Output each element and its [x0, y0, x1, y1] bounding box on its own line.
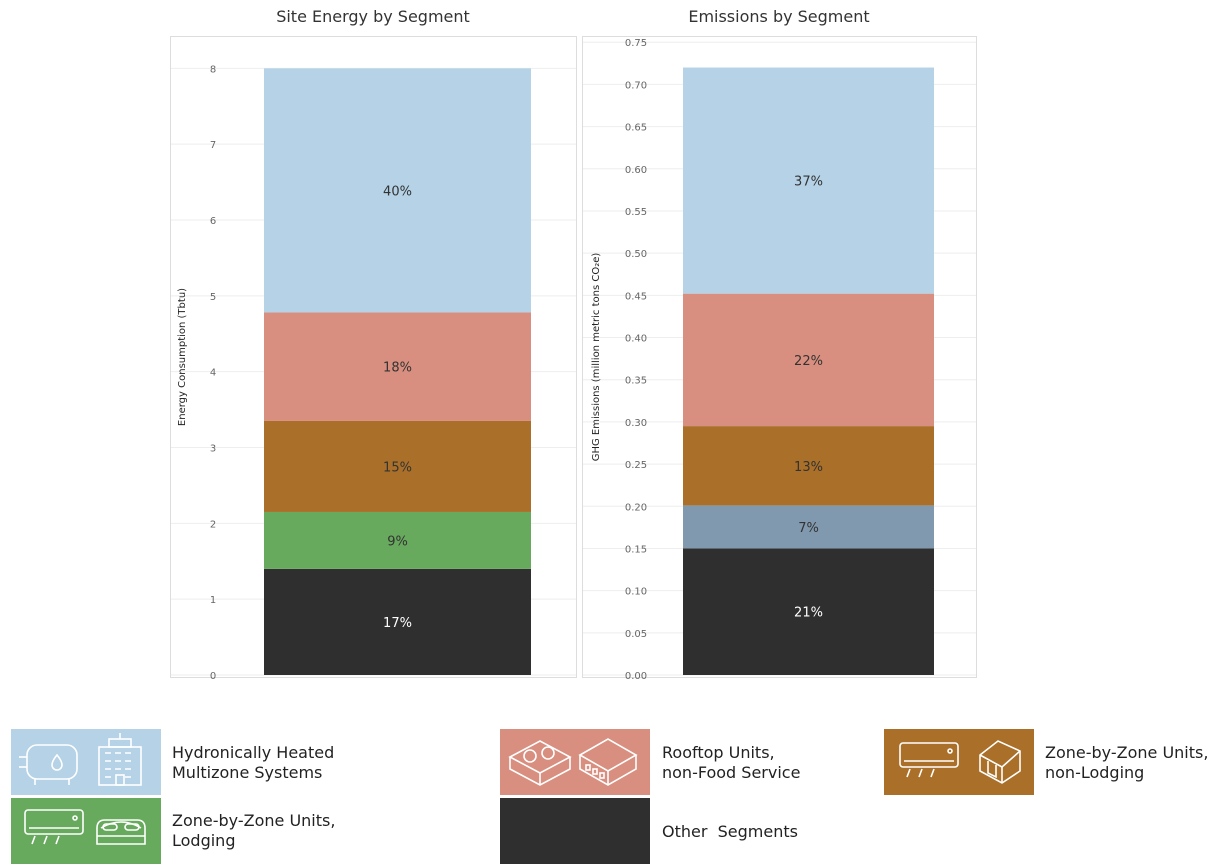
bar-segment-zone-nonlodging [683, 426, 934, 506]
bar-segment-hydronic [683, 67, 934, 294]
y-tick-label: 0 [210, 671, 216, 682]
segment-percent-label: 18% [383, 361, 412, 376]
y-tick-label: 0.40 [625, 334, 647, 345]
segment-percent-label: 15% [383, 460, 412, 475]
rooftop-box-icon [578, 738, 638, 786]
segment-percent-label: 13% [794, 460, 823, 475]
y-tick-label: 7 [210, 140, 216, 151]
y-tick-label: 0.00 [625, 671, 647, 682]
legend-swatch-zone-lodging [11, 798, 161, 864]
legend-label-other: Other Segments [662, 822, 798, 841]
y-axis-label: GHG Emissions (million metric tons CO₂e) [591, 253, 602, 462]
y-tick-label: 0.15 [625, 544, 647, 555]
emissions-chart-title: Emissions by Segment [688, 7, 870, 26]
legend-label-zone-nonlodging: Zone-by-Zone Units, non-Lodging [1045, 743, 1209, 782]
wall-ac-icon [899, 742, 959, 778]
y-tick-label: 6 [210, 216, 216, 227]
legend-swatch-other [500, 798, 650, 864]
y-tick-label: 0.10 [625, 587, 647, 598]
y-tick-label: 0.05 [625, 629, 647, 640]
segment-percent-label: 22% [794, 354, 823, 369]
y-tick-label: 0.25 [625, 460, 647, 471]
legend-label-zone-lodging: Zone-by-Zone Units, Lodging [172, 811, 336, 850]
y-tick-label: 3 [210, 444, 216, 455]
house-icon [979, 740, 1021, 784]
y-tick-label: 0.70 [625, 80, 647, 91]
y-tick-label: 0.75 [625, 38, 647, 49]
y-tick-label: 0.45 [625, 291, 647, 302]
building-icon [98, 733, 142, 786]
bed-icon [96, 819, 146, 845]
y-tick-label: 2 [210, 519, 216, 530]
bar-segment-other [683, 548, 934, 675]
energy-chart-title: Site Energy by Segment [276, 7, 470, 26]
chart-panel-border [170, 36, 577, 678]
bar-segment-hydronic [264, 68, 531, 313]
legend-swatch-zone-nonlodging [884, 729, 1034, 795]
bar-segment-rooftop [683, 293, 934, 427]
y-tick-label: 0.65 [625, 123, 647, 134]
legend-swatch-rooftop [500, 729, 650, 795]
chart-panel-border [582, 36, 977, 678]
y-tick-label: 0.30 [625, 418, 647, 429]
legend-swatch-hydronic [11, 729, 161, 795]
segment-percent-label: 7% [798, 521, 819, 536]
bar-segment-gray-blue [683, 505, 934, 549]
y-tick-label: 4 [210, 368, 216, 379]
y-tick-label: 8 [210, 64, 216, 75]
bar-segment-zone-lodging [264, 511, 531, 569]
charts-canvas: 0 1 2 3 4 5 6 7 8 Energy Consumption (Tbtu) 17% 9% 1… [170, 36, 977, 682]
segment-percent-label: 37% [794, 175, 823, 190]
segment-percent-label: 40% [383, 184, 412, 199]
segment-percent-label: 21% [794, 606, 823, 621]
legend-label-hydronic: Hydronically Heated Multizone Systems [172, 743, 335, 782]
bar-segment-rooftop [264, 312, 531, 421]
rooftop-unit-icon [508, 740, 572, 786]
y-tick-label: 0.35 [625, 376, 647, 387]
legend-label-rooftop: Rooftop Units, non-Food Service [662, 743, 801, 782]
y-axis-label: Energy Consumption (Tbtu) [177, 288, 188, 426]
bar-segment-zone-nonlodging [264, 420, 531, 512]
y-tick-label: 0.55 [625, 207, 647, 218]
y-tick-label: 0.50 [625, 249, 647, 260]
y-tick-label: 5 [210, 292, 216, 303]
y-tick-label: 0.20 [625, 502, 647, 513]
y-tick-label: 1 [210, 595, 216, 606]
water-heater-icon [19, 744, 78, 785]
segment-percent-label: 9% [387, 534, 408, 549]
wall-ac-icon [24, 809, 84, 845]
y-tick-label: 0.60 [625, 165, 647, 176]
bar-segment-other [264, 568, 531, 675]
segment-percent-label: 17% [383, 616, 412, 631]
